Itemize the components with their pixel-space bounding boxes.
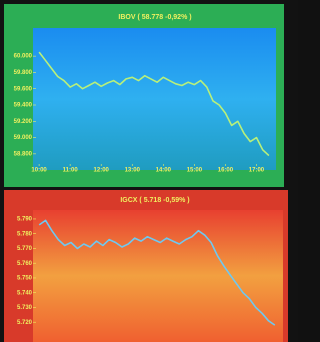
x-tick-label: 15:00 bbox=[187, 168, 203, 174]
chart-title: IGCX ( 5.718 -0,59% ) bbox=[120, 197, 189, 204]
x-tick-label: 13:00 bbox=[125, 168, 141, 174]
screen: IBOV ( 58.778 -0,92% ) IGCX ( 5.718 -0,5… bbox=[0, 0, 298, 342]
bottom-plot bbox=[33, 210, 283, 342]
y-tick-label: 5.730 bbox=[17, 305, 33, 311]
top-plot bbox=[33, 28, 276, 170]
y-tick-label: 59.200 bbox=[14, 119, 33, 125]
x-tick-label: 17:00 bbox=[249, 168, 265, 174]
y-tick-label: 5.720 bbox=[17, 320, 33, 326]
y-tick-label: 59.600 bbox=[14, 86, 33, 92]
x-tick-label: 16:00 bbox=[218, 168, 234, 174]
y-tick-label: 5.740 bbox=[17, 290, 33, 296]
page: {"chart_data": [ {"type": "line", "title… bbox=[0, 0, 320, 342]
x-tick-label: 11:00 bbox=[63, 168, 79, 174]
y-tick-label: 59.800 bbox=[14, 70, 33, 76]
y-tick-label: 5.770 bbox=[17, 246, 33, 252]
x-tick-label: 10:00 bbox=[31, 168, 47, 174]
y-tick-label: 5.780 bbox=[17, 231, 33, 237]
y-tick-label: 59.000 bbox=[14, 135, 33, 141]
y-tick-label: 60.000 bbox=[14, 54, 33, 60]
y-tick-label: 5.760 bbox=[17, 261, 33, 267]
y-tick-label: 59.400 bbox=[14, 103, 33, 109]
x-tick-label: 14:00 bbox=[156, 168, 172, 174]
y-tick-label: 58.800 bbox=[14, 151, 33, 157]
x-tick-label: 12:00 bbox=[94, 168, 110, 174]
y-tick-label: 5.790 bbox=[17, 217, 33, 223]
y-tick-label: 5.750 bbox=[17, 276, 33, 282]
chart-title: IBOV ( 58.778 -0,92% ) bbox=[118, 14, 191, 21]
